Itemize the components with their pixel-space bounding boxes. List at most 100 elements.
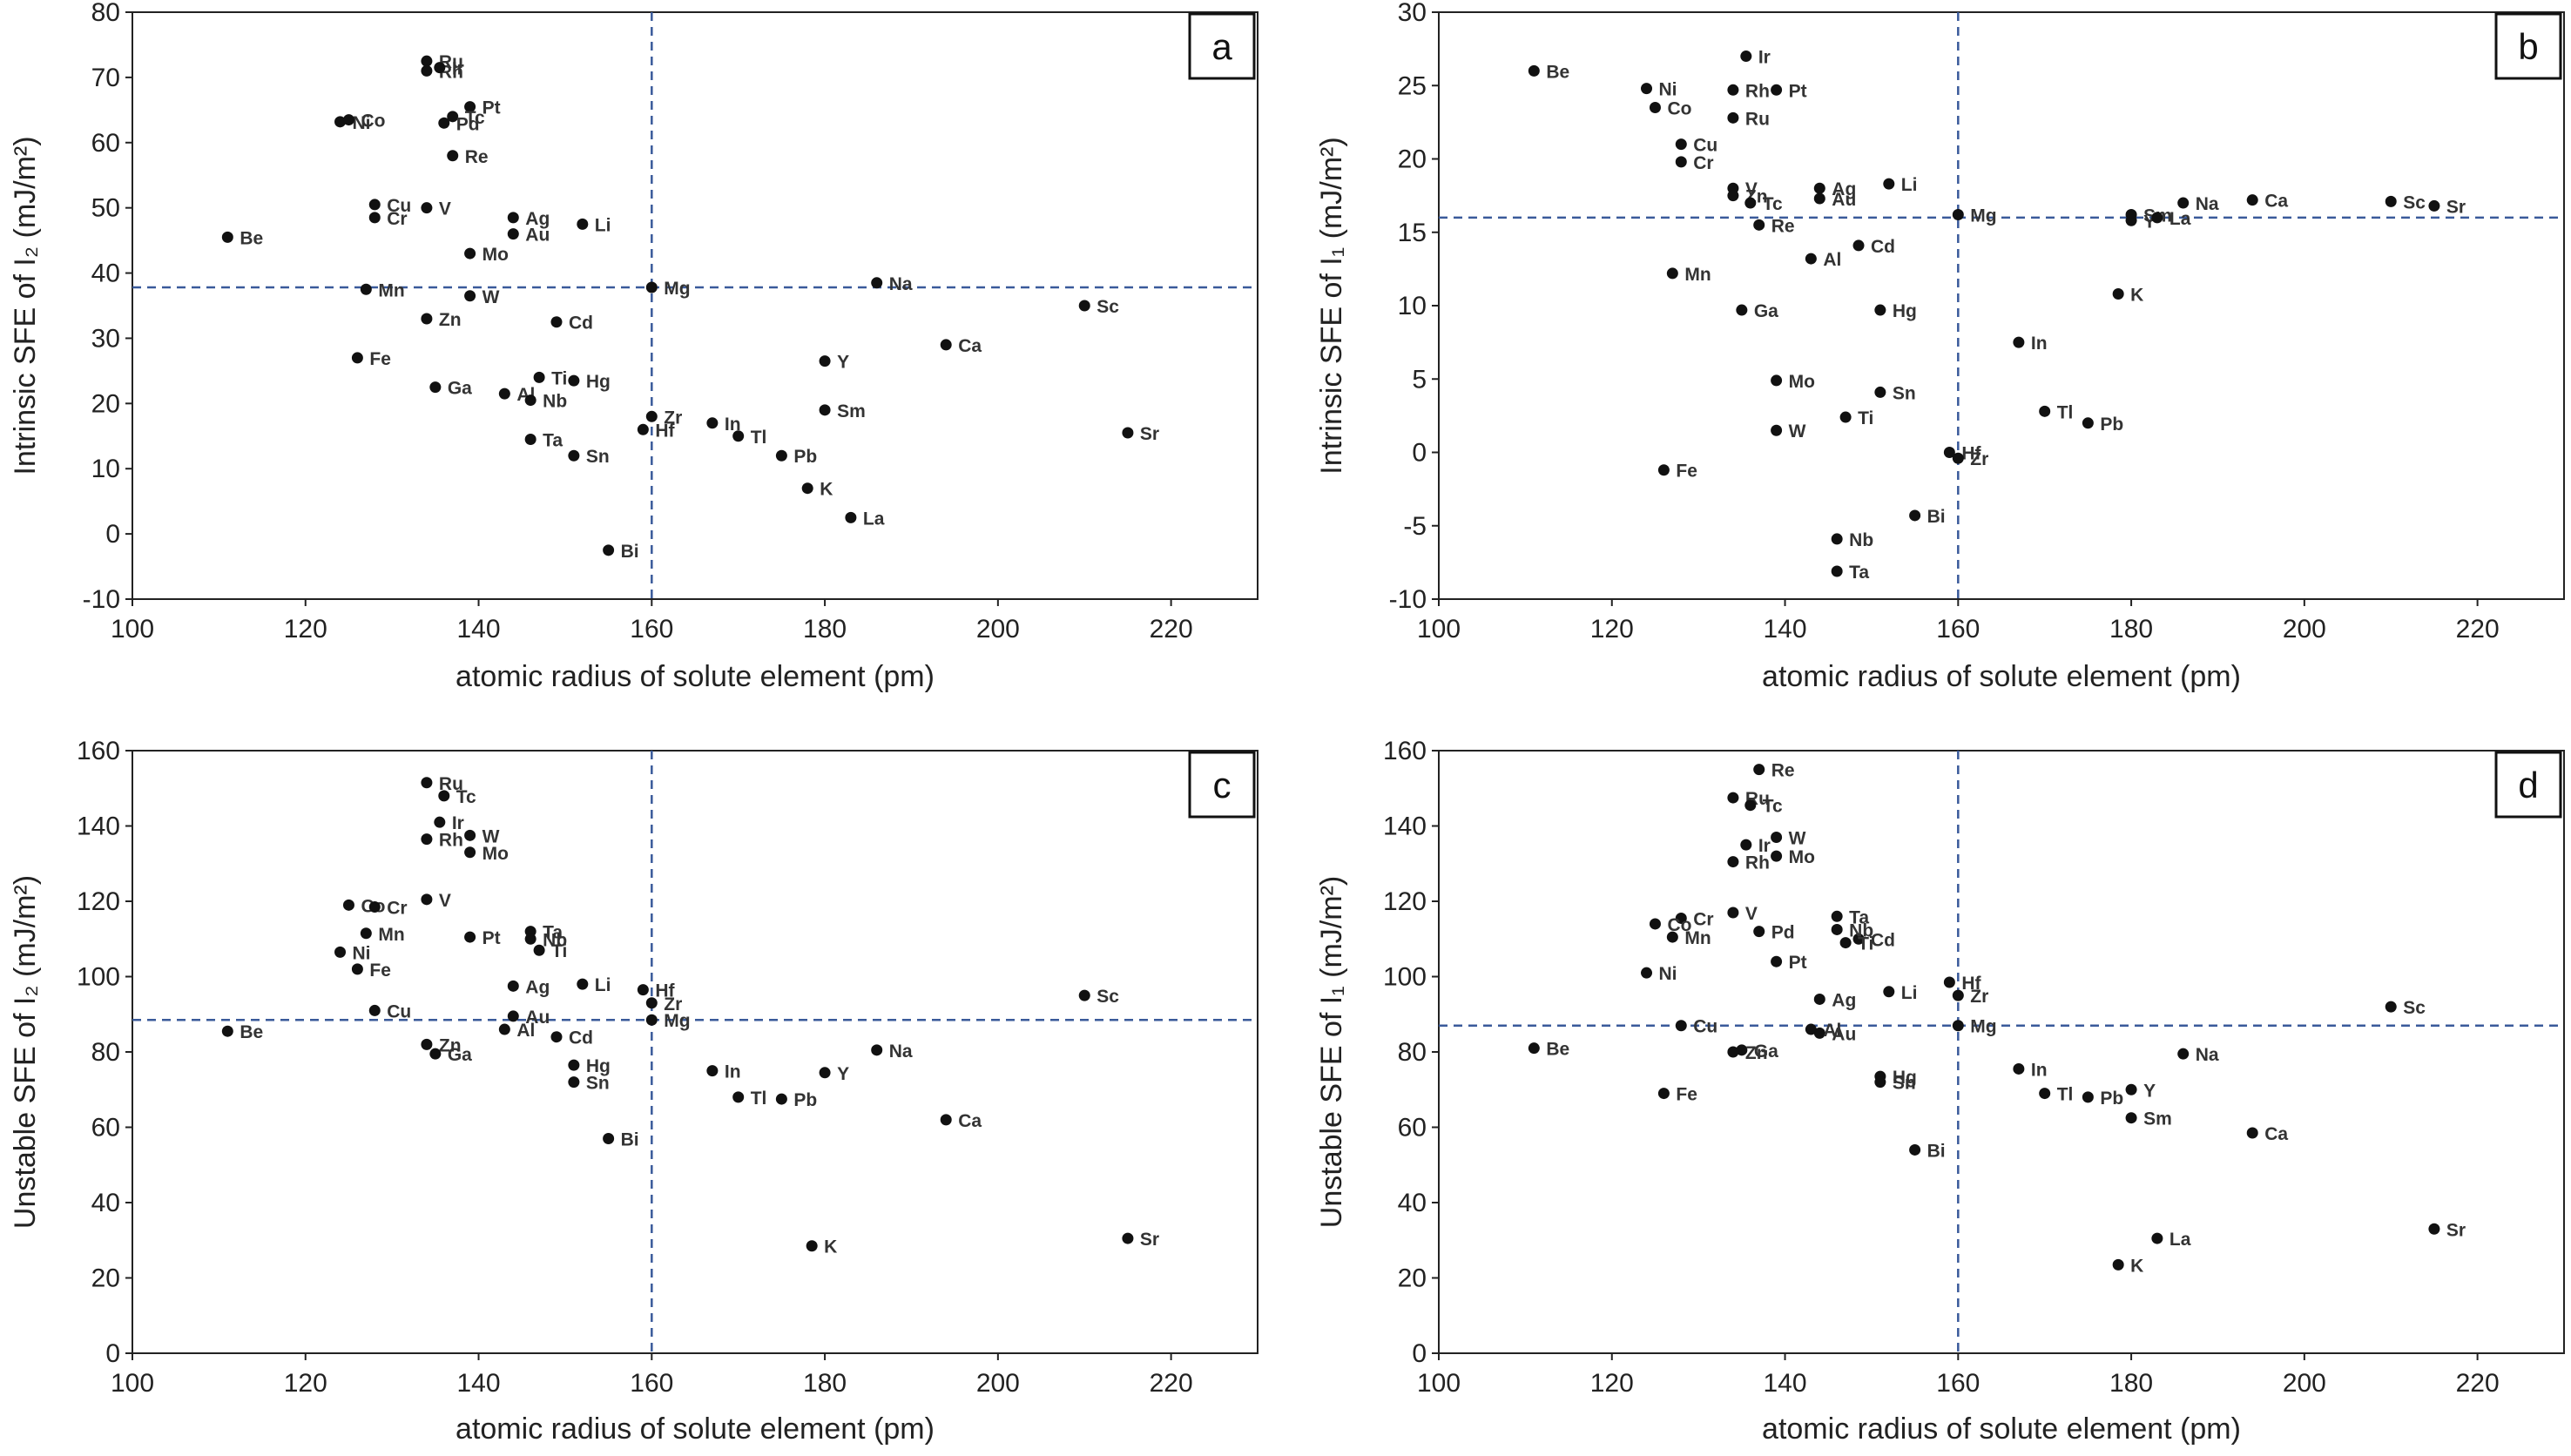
x-tick-label-c: 140: [457, 1369, 501, 1398]
data-point-mn: [360, 283, 372, 295]
point-label-cu: Cu: [1693, 136, 1717, 156]
point-label-ru: Ru: [1745, 109, 1770, 129]
data-point-al: [498, 388, 510, 400]
data-point-sr: [1122, 1232, 1134, 1244]
data-point-pb: [2082, 417, 2094, 429]
point-label-sr: Sr: [2446, 197, 2466, 217]
data-point-ti: [533, 944, 545, 956]
x-tick-label-b: 200: [2283, 615, 2326, 644]
data-point-zn: [1727, 1046, 1739, 1058]
x-tick-label-d: 180: [2109, 1369, 2153, 1398]
y-tick-label-a: 80: [91, 0, 120, 27]
panel-a: 100 120 140 160 180 200 220 -10 0 10 20 30 40 50 60 70 8…: [9, 0, 1259, 693]
point-label-sm: Sm: [837, 401, 866, 421]
point-label-mn: Mn: [1684, 265, 1711, 285]
data-point-cr: [1675, 156, 1687, 168]
point-label-hf: Hf: [655, 981, 675, 1001]
point-label-sc: Sc: [1097, 987, 1119, 1007]
data-point-cr: [368, 212, 381, 224]
point-label-w: W: [482, 287, 500, 307]
point-label-nb: Nb: [543, 930, 567, 950]
data-point-co: [1649, 918, 1661, 930]
y-tick-label-b: 30: [1398, 0, 1427, 27]
point-label-bi: Bi: [621, 542, 639, 562]
data-point-li: [1883, 178, 1895, 190]
point-label-cu: Cu: [387, 196, 411, 216]
data-point-ta: [1831, 565, 1843, 577]
data-point-ir: [434, 816, 446, 828]
data-point-ru: [421, 55, 433, 67]
data-point-ir: [434, 62, 446, 74]
data-point-tl: [732, 430, 745, 442]
point-label-cr: Cr: [387, 209, 407, 229]
data-point-nb: [1831, 533, 1843, 545]
point-label-tl: Tl: [2057, 1085, 2074, 1105]
x-tick-label-d: 220: [2456, 1369, 2500, 1398]
data-point-hf: [1943, 447, 1955, 458]
point-label-la: La: [863, 509, 885, 529]
point-label-k: K: [820, 480, 833, 500]
point-label-ta: Ta: [543, 431, 563, 451]
x-tick-label-c: 160: [630, 1369, 673, 1398]
x-tick-label-c: 100: [111, 1369, 154, 1398]
point-label-cu: Cu: [1693, 1017, 1717, 1037]
point-label-pd: Pd: [1771, 923, 1795, 943]
point-label-ir: Ir: [452, 59, 464, 79]
data-point-li: [577, 978, 589, 990]
point-label-pb: Pb: [793, 1090, 817, 1110]
data-point-be: [221, 1025, 233, 1037]
x-tick-label-b: 160: [1936, 615, 1980, 644]
data-point-cd: [550, 1031, 563, 1043]
data-point-ni: [334, 116, 347, 128]
point-label-sn: Sn: [1893, 383, 1916, 403]
point-label-pb: Pb: [2100, 1089, 2123, 1109]
point-label-fe: Fe: [1676, 462, 1697, 482]
data-point-au: [1813, 192, 1825, 205]
point-label-pb: Pb: [793, 447, 817, 467]
data-point-pt: [464, 101, 476, 113]
x-tick-label-d: 100: [1417, 1369, 1461, 1398]
data-point-pd: [1753, 926, 1765, 938]
data-point-ni: [1641, 967, 1653, 979]
point-label-tc: Tc: [1763, 194, 1783, 214]
point-label-li: Li: [595, 215, 611, 235]
point-label-hf: Hf: [1961, 974, 1981, 994]
data-point-nb: [1831, 923, 1843, 935]
point-label-pt: Pt: [1789, 953, 1807, 973]
ticks-layer-a: 100 120 140 160 180 200 220 -10 0 10 20 30 40 50 60 70 8…: [83, 0, 1193, 644]
point-label-ag: Ag: [525, 977, 550, 997]
data-point-ag: [1813, 993, 1825, 1005]
point-label-ta: Ta: [1849, 907, 1869, 927]
data-point-al: [498, 1023, 510, 1035]
point-label-be: Be: [1546, 62, 1569, 82]
point-label-zn: Zn: [1745, 1043, 1768, 1063]
data-point-tc: [438, 790, 450, 802]
data-point-sr: [2428, 199, 2440, 212]
data-point-hg: [1874, 304, 1886, 316]
y-tick-label-b: -5: [1403, 512, 1427, 541]
point-label-ga: Ga: [448, 379, 472, 399]
data-point-ir: [1740, 51, 1752, 63]
point-label-al: Al: [516, 1021, 535, 1041]
plot-area-c: [132, 750, 1259, 1354]
y-tick-label-c: 100: [77, 963, 120, 992]
point-label-zr: Zr: [664, 408, 682, 428]
point-label-na: Na: [2196, 194, 2219, 214]
point-label-co: Co: [361, 111, 385, 131]
data-point-mo: [1771, 850, 1783, 862]
point-label-mg: Mg: [664, 1011, 690, 1031]
point-label-tc: Tc: [465, 108, 485, 128]
point-label-bi: Bi: [1927, 507, 1946, 527]
data-point-k: [2112, 288, 2124, 300]
point-label-ag: Ag: [1832, 990, 1856, 1010]
ticks-layer-b: 100 120 140 160 180 200 220 -10 -5 0 5 10 15 20 25 30: [1389, 0, 2500, 644]
data-point-la: [845, 511, 857, 523]
y-tick-label-c: 160: [77, 737, 120, 765]
data-point-k: [801, 482, 813, 495]
data-point-nb: [524, 394, 536, 407]
point-label-ga: Ga: [448, 1045, 472, 1065]
point-label-ga: Ga: [1754, 1041, 1778, 1062]
point-label-rh: Rh: [439, 831, 463, 851]
x-tick-label-b: 220: [2456, 615, 2500, 644]
data-point-sr: [1122, 427, 1134, 439]
